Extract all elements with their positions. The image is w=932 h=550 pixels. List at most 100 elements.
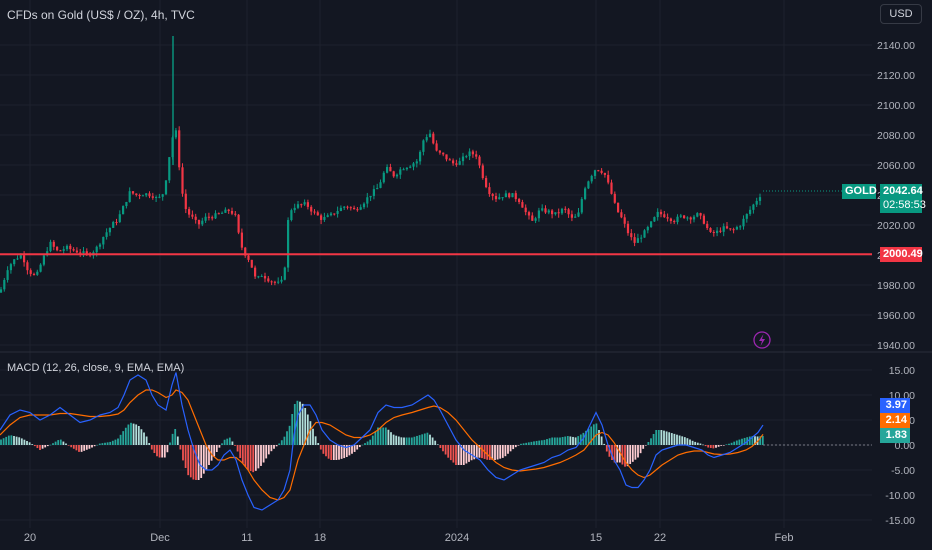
candle-body	[323, 216, 326, 220]
histogram-bar	[288, 425, 291, 445]
candle-body	[164, 180, 168, 195]
histogram-bar	[470, 445, 473, 461]
histogram-bar	[257, 445, 260, 469]
candle-body	[402, 169, 405, 171]
candle-body	[194, 216, 197, 220]
histogram-bar	[647, 442, 650, 445]
candle-body	[247, 255, 250, 260]
histogram-bar	[101, 443, 104, 445]
candle-body	[603, 172, 606, 175]
histogram-bar	[330, 445, 333, 460]
histogram-bar	[478, 445, 481, 458]
histogram-bar	[374, 431, 377, 445]
macd-histogram	[0, 400, 764, 480]
histogram-bar	[564, 436, 567, 445]
candle-body	[250, 259, 253, 268]
candle-body	[646, 227, 649, 231]
candle-body	[306, 202, 309, 207]
histogram-bar	[312, 428, 314, 445]
candle-body	[211, 217, 214, 219]
level-price-label: 2000.49	[880, 247, 923, 262]
histogram-bar	[384, 427, 387, 445]
histogram-bar	[33, 445, 36, 447]
candle-body	[448, 159, 451, 161]
candle-body	[181, 167, 184, 194]
histogram-bar	[585, 430, 587, 445]
candle-body	[755, 200, 758, 205]
candle-body	[260, 276, 263, 278]
candle-body	[412, 163, 415, 167]
lightning-icon[interactable]	[753, 331, 771, 349]
histogram-bar	[512, 445, 515, 450]
histogram-bar	[543, 439, 546, 445]
histogram-bar	[143, 432, 145, 445]
histogram-bar	[538, 440, 541, 445]
candle-body	[148, 193, 151, 197]
histogram-bar	[215, 445, 218, 452]
candle-body	[115, 222, 118, 224]
histogram-bar	[699, 443, 702, 445]
time-tick-label: Dec	[150, 532, 170, 544]
candle-body	[359, 207, 362, 210]
price-tick-label: 2140.00	[877, 40, 915, 52]
candle-body	[663, 214, 666, 218]
time-tick-label: 15	[590, 532, 602, 544]
currency-button[interactable]: USD	[880, 4, 922, 24]
signal-value-label: 2.14	[880, 413, 910, 428]
candle-body	[280, 279, 283, 282]
candle-body	[405, 167, 408, 170]
histogram-bar	[465, 445, 468, 464]
histogram-bar	[722, 445, 725, 446]
histogram-bar	[574, 437, 577, 445]
time-tick-label: 20	[24, 532, 36, 544]
histogram-bar	[241, 445, 244, 464]
histogram-bar	[379, 427, 382, 445]
histogram-bar	[13, 436, 15, 445]
histogram-bar	[26, 441, 28, 445]
histogram-bar	[637, 445, 639, 458]
histogram-bar	[369, 439, 372, 445]
candle-body	[432, 133, 435, 144]
candle-body	[749, 209, 752, 214]
histogram-bar	[23, 439, 26, 445]
histogram-bar	[741, 438, 743, 445]
candle-body	[455, 163, 458, 165]
histogram-bar	[426, 432, 429, 445]
candle-body	[346, 206, 349, 208]
histogram-bar	[678, 435, 681, 445]
candle-body	[141, 195, 144, 197]
histogram-bar	[140, 429, 143, 445]
candle-body	[485, 178, 488, 188]
candle-body	[419, 151, 422, 162]
candle-body	[290, 210, 293, 221]
histogram-bar	[93, 445, 96, 447]
histogram-bar	[5, 436, 8, 445]
candle-body	[709, 228, 712, 232]
histogram-bar	[41, 445, 44, 449]
candle-body	[313, 211, 316, 213]
candle-body	[174, 130, 177, 138]
histogram-bar	[668, 432, 671, 445]
histogram-bar	[88, 445, 91, 449]
histogram-bar	[496, 445, 499, 460]
candle-body	[722, 226, 725, 232]
histogram-bar	[618, 445, 621, 463]
candle-body	[158, 196, 161, 198]
histogram-bar	[301, 403, 304, 445]
histogram-bar	[387, 429, 390, 445]
candle-body	[98, 244, 102, 247]
histogram-bar	[36, 445, 39, 449]
candle-body	[112, 222, 115, 228]
candle-body	[752, 204, 755, 210]
histogram-bar	[265, 445, 268, 459]
histogram-bar	[517, 445, 520, 446]
candle-body	[214, 213, 217, 219]
candle-body	[23, 255, 26, 263]
histogram-bar	[111, 440, 114, 445]
candle-body	[221, 212, 224, 214]
histogram-bar	[158, 445, 161, 458]
candle-body	[435, 143, 438, 151]
candle-body	[527, 212, 531, 216]
candle-body	[379, 182, 382, 188]
